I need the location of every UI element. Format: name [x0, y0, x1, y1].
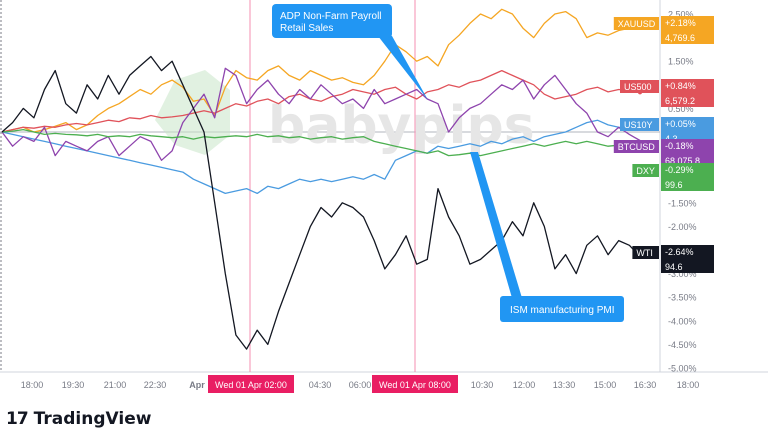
- y-tick-label: 1.50%: [668, 57, 694, 67]
- badge-last-dxy: 99.6: [665, 180, 683, 190]
- badge-name-bg-wti: [632, 246, 659, 259]
- series-line-dxy: [1, 128, 641, 157]
- y-axis: 2.50%2.00%1.50%1.00%0.50%0.00%-0.50%-1.0…: [668, 10, 697, 374]
- x-highlight-label-1: Wed 01 Apr 02:00: [215, 380, 287, 390]
- badge-name-bg-xauusd: [613, 17, 659, 30]
- x-highlight-bg-2: [372, 375, 458, 393]
- y-tick-label: 2.50%: [668, 10, 694, 20]
- annotation-pointer-1: [378, 36, 428, 100]
- badge-value-bg-us500: [661, 79, 714, 107]
- y-tick-label: -4.50%: [668, 340, 697, 350]
- annotation-box-1: [272, 4, 392, 38]
- x-tick-label: 12:00: [513, 380, 536, 390]
- badge-name-btcusd: BTCUSD: [618, 142, 656, 152]
- annotation-text-1: ADP Non-Farm Payroll Retail Sales: [280, 11, 382, 34]
- badge-value-bg-btcusd: [661, 139, 714, 167]
- badge-change-us500: +0.84%: [665, 81, 696, 91]
- y-tick-label: -1.50%: [668, 198, 697, 208]
- annotation-pointer-2: [470, 152, 522, 298]
- y-tick-label: -4.00%: [668, 316, 697, 326]
- x-tick-label: 15:00: [594, 380, 617, 390]
- annotation-box-2: [500, 296, 624, 322]
- badge-last-xauusd: 4,769.6: [665, 33, 695, 43]
- event-lines: [249, 0, 416, 372]
- badge-last-wti: 94.6: [665, 262, 683, 272]
- badge-last-btcusd: 68,075.8: [665, 156, 700, 166]
- badge-name-wti: WTI: [636, 248, 653, 258]
- badge-name-us10y: US10Y: [624, 120, 653, 130]
- series-line-xauusd: [1, 8, 641, 133]
- watermark-logo-icon: [155, 70, 230, 155]
- series-line-wti: [1, 55, 641, 350]
- annotations: ADP Non-Farm Payroll Retail Sales ISM manu…: [272, 4, 624, 322]
- badge-name-xauusd: XAUUSD: [618, 19, 656, 29]
- annotation-text-2: ISM manufacturing PMI: [510, 305, 614, 316]
- badge-name-bg-btcusd: [613, 140, 659, 153]
- tradingview-wordmark: TradingView: [33, 409, 152, 429]
- y-tick-label: -2.00%: [668, 222, 697, 232]
- grid: [0, 0, 768, 373]
- watermark-text: babypips: [268, 96, 535, 156]
- series-line-us500: [1, 69, 641, 133]
- badge-name-us500: US500: [624, 82, 652, 92]
- badge-name-bg-us10y: [620, 118, 659, 131]
- tradingview-logo: 17 TradingView: [6, 409, 151, 429]
- series-lines: [1, 8, 642, 350]
- badge-value-bg-dxy: [661, 163, 714, 191]
- y-tick-label: -3.00%: [668, 269, 697, 279]
- x-highlight-label-2: Wed 01 Apr 08:00: [379, 380, 451, 390]
- badge-change-btcusd: -0.18%: [665, 141, 694, 151]
- x-tick-label: 04:30: [309, 380, 332, 390]
- y-tick-label: -5.00%: [668, 364, 697, 374]
- x-tick-label: 13:30: [553, 380, 576, 390]
- x-tick-label: 18:00: [677, 380, 700, 390]
- x-tick-label: 21:00: [104, 380, 127, 390]
- x-highlight-bg-1: [208, 375, 294, 393]
- badge-change-us10y: +0.05%: [665, 119, 696, 129]
- badge-name-bg-us500: [620, 80, 659, 93]
- y-tick-label: 0.50%: [668, 104, 694, 114]
- x-tick-label: 10:30: [471, 380, 494, 390]
- series-badges: XAUUSD +2.18% 4,769.6 US500 +0.84% 6,579.2 US1…: [613, 16, 714, 273]
- badge-name-dxy: DXY: [636, 166, 655, 176]
- badge-value-bg-wti: [661, 245, 714, 273]
- x-tick-label: 16:30: [634, 380, 657, 390]
- badge-change-dxy: -0.29%: [665, 165, 694, 175]
- x-tick-label: 18:00: [21, 380, 44, 390]
- badge-change-xauusd: +2.18%: [665, 18, 696, 28]
- series-line-us10y: [1, 119, 641, 195]
- x-tick-label: Apr: [189, 380, 205, 390]
- x-tick-label: 19:30: [62, 380, 85, 390]
- x-tick-label: 22:30: [144, 380, 167, 390]
- badge-change-wti: -2.64%: [665, 247, 694, 257]
- watermark: babypips: [155, 70, 535, 156]
- x-axis: 18:00 19:30 21:00 22:30 Apr 04:30 06:00 10:30 12…: [21, 375, 700, 393]
- x-tick-label: 06:00: [349, 380, 372, 390]
- tradingview-mark-icon: 17: [6, 409, 29, 429]
- badge-last-us500: 6,579.2: [665, 96, 695, 106]
- badge-value-bg-xauusd: [661, 16, 714, 44]
- y-tick-label: -3.50%: [668, 293, 697, 303]
- badge-name-bg-dxy: [632, 164, 659, 177]
